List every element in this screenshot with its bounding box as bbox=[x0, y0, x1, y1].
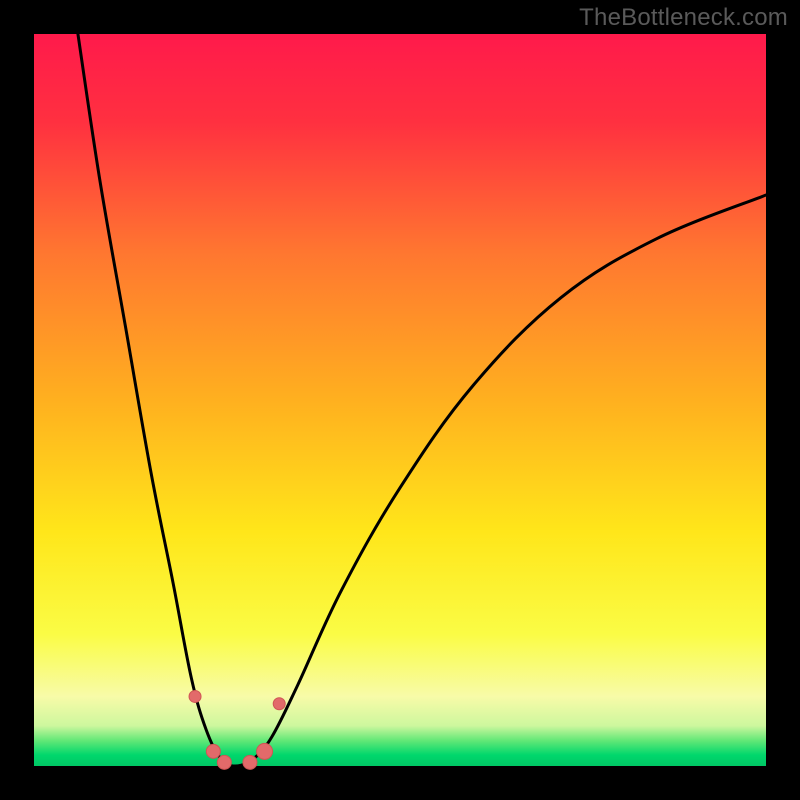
marker-dot bbox=[273, 698, 285, 710]
bottleneck-chart bbox=[0, 0, 800, 800]
marker-dot bbox=[243, 755, 257, 769]
marker-dot bbox=[206, 744, 220, 758]
chart-container: TheBottleneck.com bbox=[0, 0, 800, 800]
marker-dot bbox=[257, 743, 273, 759]
watermark-label: TheBottleneck.com bbox=[579, 4, 788, 32]
marker-dot bbox=[189, 690, 201, 702]
marker-dot bbox=[217, 755, 231, 769]
plot-background bbox=[34, 34, 766, 766]
